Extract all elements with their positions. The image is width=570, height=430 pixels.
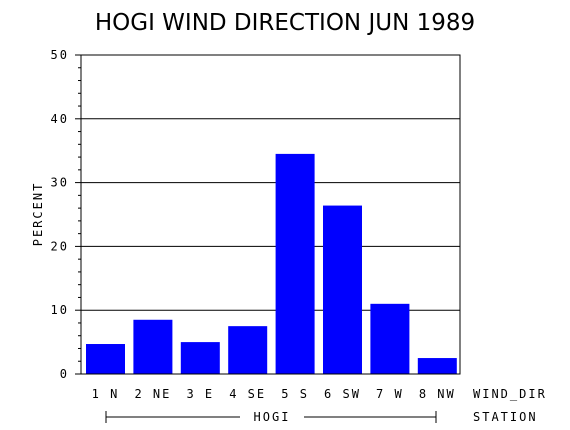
x-tick-label: 7 W	[376, 387, 404, 401]
x-tick-labels: 1 N 2 NE 3 E 4 SE 5 S 6 SW 7 W 8 NW	[92, 387, 456, 401]
bar	[275, 153, 315, 374]
y-axis: 0 10 20 30 40 50	[51, 48, 81, 381]
y-tick-label: 30	[51, 176, 69, 190]
y-tick-label: 10	[51, 303, 69, 317]
x-tick-label: 8 NW	[419, 387, 456, 401]
bar	[417, 358, 457, 374]
station-bracket	[105, 411, 437, 423]
bar	[323, 205, 362, 374]
y-tick-label: 0	[60, 367, 69, 381]
bar	[86, 344, 125, 374]
chart-title: HOGI WIND DIRECTION JUN 1989	[95, 10, 475, 36]
bar	[133, 319, 173, 374]
y-tick-label: 40	[51, 112, 69, 126]
bar	[228, 326, 268, 374]
plot-frame	[80, 54, 461, 375]
x-tick-label: 4 SE	[229, 387, 266, 401]
grid-lines	[81, 54, 460, 311]
bars	[86, 153, 457, 374]
x-tick-label: 5 S	[281, 387, 309, 401]
x-tick-label: 6 SW	[324, 387, 361, 401]
x-tick-label: 1 N	[92, 387, 120, 401]
y-axis-label: PERCENT	[31, 182, 45, 247]
y-tick-label: 50	[51, 48, 69, 62]
bar	[180, 342, 220, 374]
station-axis-label: STATION	[473, 410, 538, 424]
x-tick-label: 3 E	[186, 387, 214, 401]
x-axis-label: WIND_DIR	[473, 387, 547, 401]
y-tick-label: 20	[51, 239, 69, 253]
x-tick-label: 2 NE	[134, 387, 171, 401]
station-group-label: HOGI	[254, 410, 291, 424]
bar	[370, 303, 410, 374]
